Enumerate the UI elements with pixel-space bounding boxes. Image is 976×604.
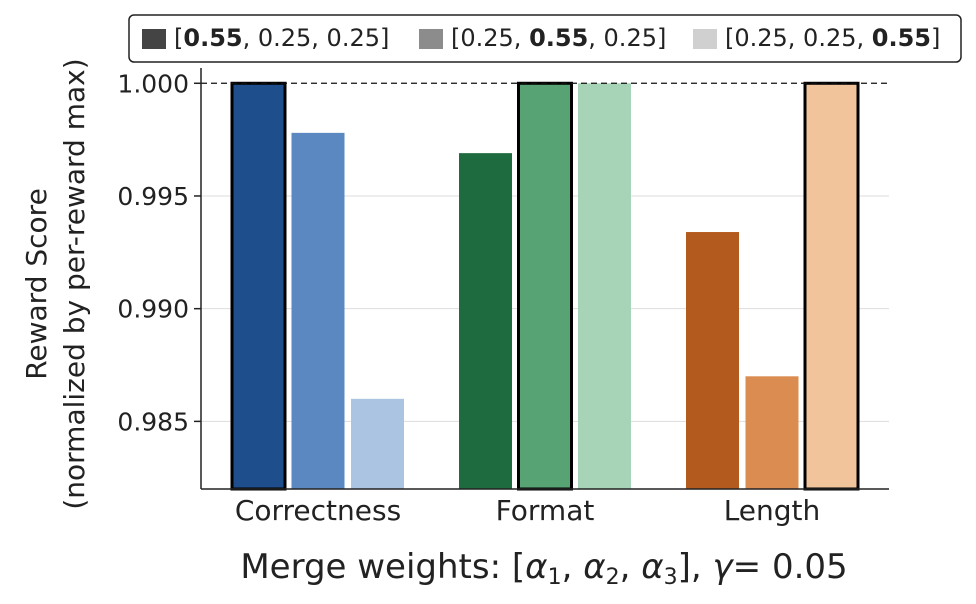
y-axis-title: Reward Score (normalized by per-reward m…	[20, 58, 91, 509]
x-axis-value: = 0.05	[733, 547, 848, 587]
x-axis-alpha3: α	[641, 547, 663, 587]
x-category-labels: Correctness Format Length	[235, 494, 820, 527]
y-tick-label: 0.985	[117, 407, 189, 436]
y-ticks: 0.985 0.990 0.995 1.000	[117, 69, 201, 436]
legend-label: [0.25, 0.55, 0.25]	[451, 24, 666, 52]
x-axis-alpha1: α	[525, 547, 547, 587]
bar-format-series-2	[517, 81, 573, 491]
legend-swatch	[693, 29, 717, 49]
legend-label: [0.55, 0.25, 0.25]	[174, 24, 389, 52]
y-tick-label: 0.995	[117, 182, 189, 211]
x-axis-sub1: 1	[548, 565, 562, 590]
legend-swatch	[142, 29, 166, 49]
x-axis-sub2: 2	[606, 565, 620, 590]
bar-length-series-2	[745, 376, 799, 489]
y-tick-label: 0.990	[117, 295, 189, 324]
y-tick-label: 1.000	[117, 69, 189, 98]
bar-format-series-1	[459, 153, 512, 490]
legend-swatch	[419, 29, 443, 49]
bar-format-series-3	[578, 83, 631, 490]
x-category-label: Length	[724, 494, 821, 527]
bar-correctness-series-2	[291, 132, 345, 489]
x-axis-title: Merge weights: [α1, α2, α3], γ= 0.05	[240, 547, 847, 590]
legend: [0.55, 0.25, 0.25] [0.25, 0.55, 0.25] [0.2…	[128, 14, 962, 63]
y-axis-title-line2: (normalized by per-reward max)	[58, 58, 91, 509]
axes	[200, 68, 889, 490]
bar-correctness-series-3	[351, 398, 404, 489]
legend-frame	[128, 14, 962, 63]
x-category-label: Correctness	[235, 494, 401, 527]
x-axis-gamma: γ	[713, 547, 735, 587]
x-category-label: Format	[496, 494, 595, 527]
y-axis-title-line1: Reward Score	[20, 188, 53, 380]
legend-items: [0.55, 0.25, 0.25] [0.25, 0.55, 0.25] [0.2…	[142, 24, 940, 52]
legend-label: [0.25, 0.25, 0.55]	[725, 24, 940, 52]
bars	[201, 81, 889, 491]
x-axis-alpha2: α	[583, 547, 605, 587]
bar-length-series-1	[686, 232, 739, 489]
x-axis-title-prefix: Merge weights: [	[240, 547, 525, 587]
bar-correctness-series-1	[230, 81, 287, 491]
x-axis-sub3: 3	[664, 565, 678, 590]
bar-length-series-3	[803, 81, 860, 491]
